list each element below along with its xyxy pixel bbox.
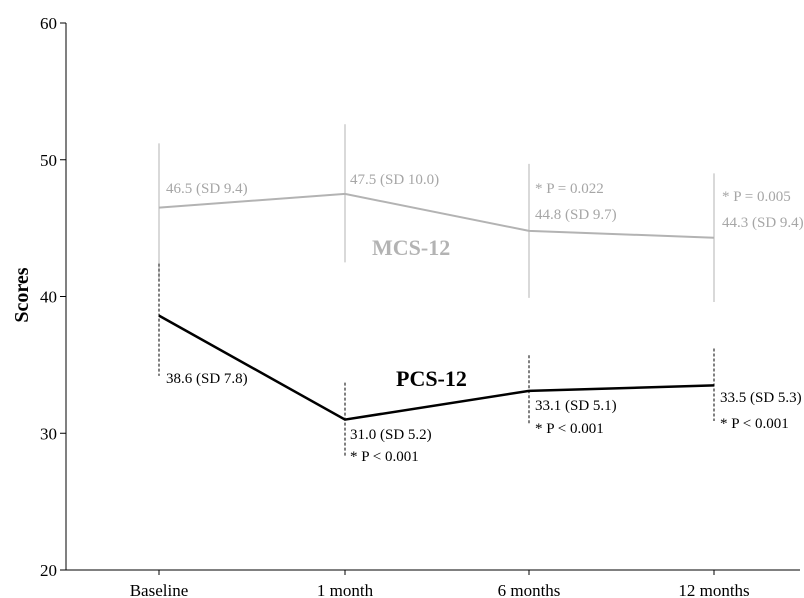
p-value-label: * P = 0.022: [535, 181, 604, 197]
p-value-label: * P < 0.001: [720, 416, 789, 432]
y-axis-title: Scores: [11, 267, 33, 322]
p-value-label: * P < 0.001: [350, 449, 419, 465]
p-value-label: * P = 0.005: [722, 189, 791, 205]
x-tick-label: 1 month: [317, 581, 374, 598]
x-tick-label: Baseline: [130, 581, 189, 598]
data-label: 44.8 (SD 9.7): [535, 207, 617, 223]
series-lines: [158, 192, 715, 421]
data-label: 33.1 (SD 5.1): [535, 398, 617, 414]
x-tick-label: 12 months: [678, 581, 749, 598]
data-label: 44.3 (SD 9.4): [722, 215, 804, 231]
y-tick-label: 40: [40, 288, 57, 307]
x-tick-label: 6 months: [498, 581, 561, 598]
y-tick-label: 30: [40, 424, 57, 443]
series-name-mcs-12: MCS-12: [372, 235, 450, 260]
data-label: 38.6 (SD 7.8): [166, 371, 248, 387]
series-line: [158, 314, 715, 421]
y-tick-label: 20: [40, 561, 57, 580]
axes: 20 30 40 50 60 Baseline 1 month 6 months 12 mont…: [40, 14, 800, 598]
y-tick-label: 60: [40, 14, 57, 33]
p-value-label: * P < 0.001: [535, 421, 604, 437]
y-tick-label: 50: [40, 151, 57, 170]
data-label: 47.5 (SD 10.0): [350, 172, 439, 188]
data-label: 33.5 (SD 5.3): [720, 390, 802, 406]
data-label: 31.0 (SD 5.2): [350, 427, 432, 443]
series-line: [158, 192, 715, 239]
series-name-pcs-12: PCS-12: [396, 366, 467, 391]
data-label: 46.5 (SD 9.4): [166, 181, 248, 197]
data-labels: 46.5 (SD 9.4) 47.5 (SD 10.0) 44.8 (SD 9.7)…: [166, 172, 804, 465]
